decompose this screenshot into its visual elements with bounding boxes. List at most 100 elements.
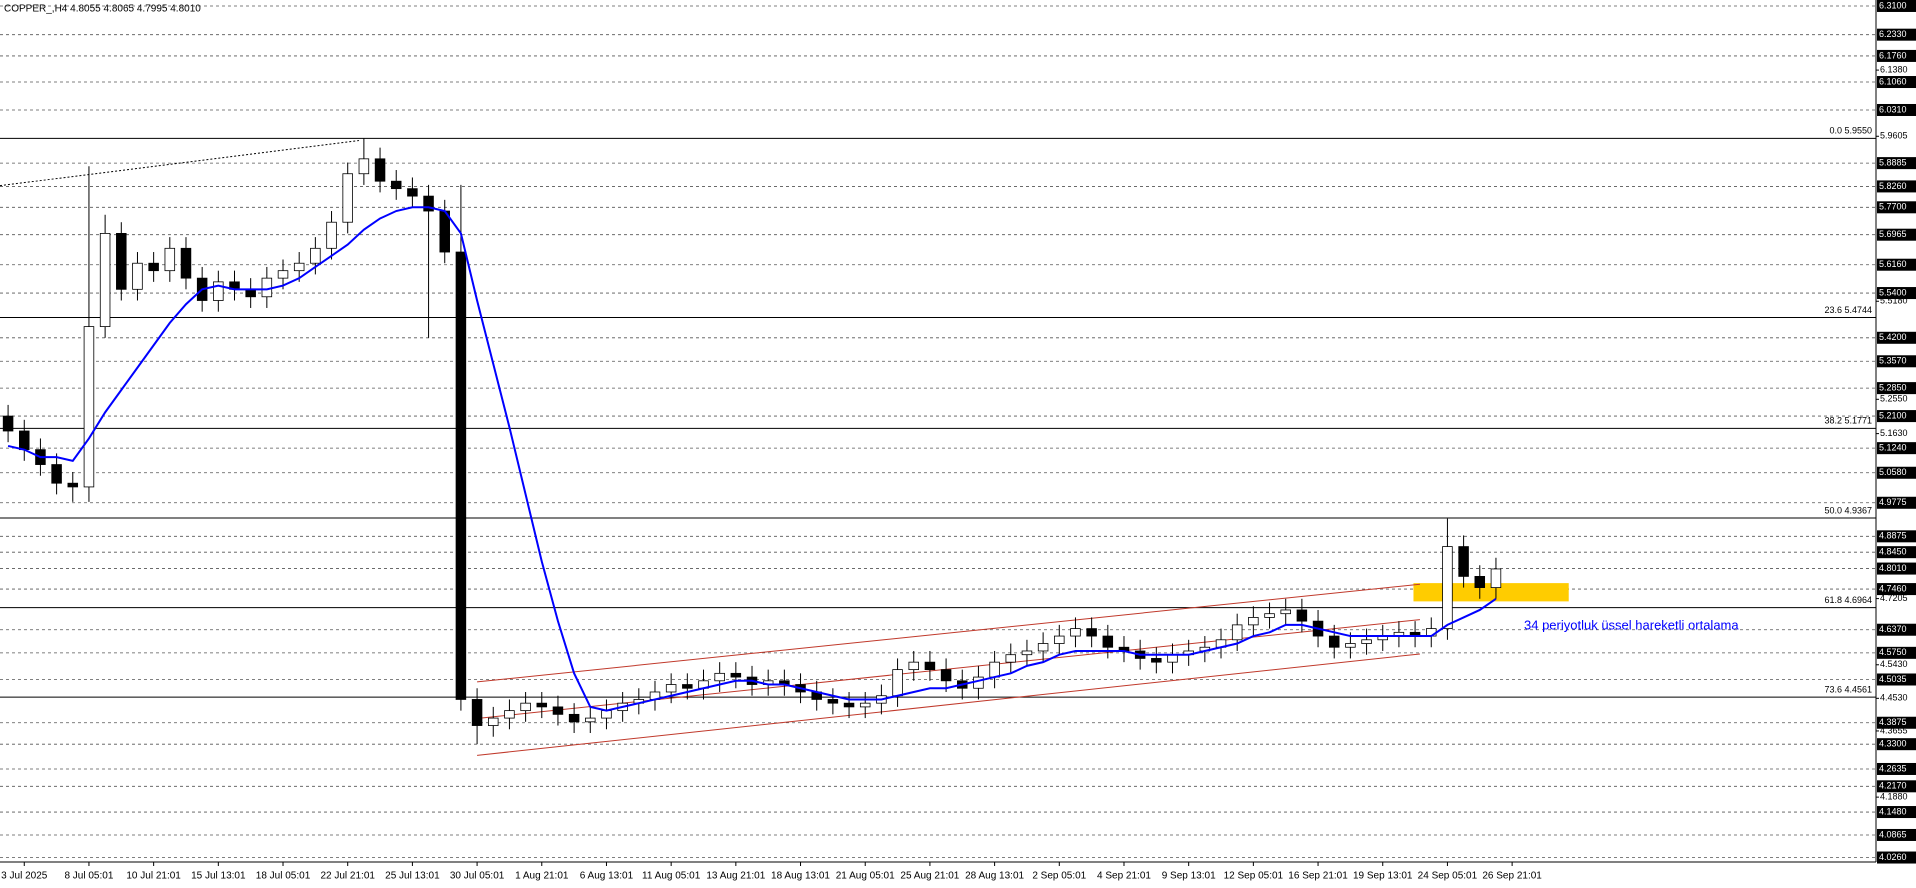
level-label-box (1877, 355, 1916, 368)
level-label: 4.7460 (1879, 583, 1907, 593)
x-tick-label: 8 Jul 05:01 (64, 871, 113, 882)
level-label-box (1877, 530, 1916, 543)
trendline (477, 653, 1420, 756)
level-label-box (1877, 258, 1916, 271)
level-label: 5.1240 (1879, 443, 1907, 453)
x-tick-label: 21 Aug 05:01 (836, 871, 895, 882)
level-label-box (1877, 103, 1916, 116)
candle-body (504, 710, 515, 719)
candle-body (471, 699, 483, 726)
candle-body (1167, 654, 1178, 663)
x-tick-label: 24 Sep 05:01 (1418, 871, 1478, 882)
x-tick-label: 19 Sep 13:01 (1353, 871, 1413, 882)
level-label-box (1877, 331, 1916, 344)
level-label: 4.5035 (1879, 674, 1907, 684)
level-label-box (1877, 228, 1916, 241)
candle-body (164, 247, 176, 272)
candle-body (1005, 654, 1017, 663)
candle-body (1280, 609, 1291, 615)
level-label: 5.6965 (1879, 229, 1907, 239)
level-label-box (1877, 716, 1916, 729)
level-label: 5.3570 (1879, 356, 1907, 366)
x-tick-label: 15 Jul 13:01 (191, 871, 246, 882)
candle-body (1037, 643, 1049, 652)
fib-label: 73.6 4.4561 (1824, 685, 1872, 695)
candle-body (892, 669, 903, 697)
candle-body (116, 232, 127, 290)
level-label-box (1877, 28, 1916, 41)
x-tick-label: 13 Aug 21:01 (706, 871, 765, 882)
level-label: 5.5400 (1879, 287, 1907, 297)
level-label: 6.3100 (1879, 0, 1907, 10)
level-label: 6.1760 (1879, 50, 1907, 60)
x-tick-label: 1 Aug 21:01 (515, 871, 569, 882)
y-tick-label: 4.7205 (1880, 593, 1908, 603)
level-label-box (1877, 762, 1916, 775)
candle-body (132, 262, 143, 290)
fib-label: 50.0 4.9367 (1824, 505, 1872, 515)
x-tick-label: 10 Jul 21:01 (126, 871, 181, 882)
candle-body (585, 717, 596, 723)
level-label-box (1877, 201, 1916, 214)
candle-body (245, 288, 256, 298)
candle-body (293, 262, 305, 272)
y-tick-label: 4.3655 (1880, 725, 1908, 735)
candle-body (730, 672, 742, 678)
level-label-box (1877, 180, 1916, 193)
level-label-box (1877, 623, 1916, 636)
level-label-box (1877, 738, 1916, 751)
x-tick-label: 6 Aug 13:01 (580, 871, 634, 882)
candle-body (520, 702, 531, 712)
x-tick-label: 4 Sep 21:01 (1097, 871, 1151, 882)
candle-body (552, 706, 564, 715)
level-label-box (1877, 806, 1916, 819)
ema-line (7, 206, 1497, 712)
x-tick-label: 28 Aug 13:01 (965, 871, 1024, 882)
candle-body (342, 173, 353, 223)
candle-body (827, 699, 839, 704)
level-label-box (1877, 851, 1916, 864)
level-label-box (1877, 646, 1916, 659)
y-tick-label: 4.4530 (1880, 693, 1908, 703)
candle-body (455, 251, 467, 700)
candle-body (1361, 639, 1372, 644)
candle-body (277, 270, 289, 279)
x-tick-label: 12 Sep 05:01 (1224, 871, 1284, 882)
candle-body (1151, 658, 1162, 663)
candle-body (843, 702, 855, 708)
x-tick-label: 9 Sep 13:01 (1162, 871, 1216, 882)
x-tick-label: 22 Jul 21:01 (320, 871, 375, 882)
level-label: 5.8260 (1879, 181, 1907, 191)
level-label-box (1877, 562, 1916, 575)
candle-body (1474, 576, 1486, 588)
level-label: 4.2635 (1879, 763, 1907, 773)
level-label: 4.9775 (1879, 497, 1907, 507)
chart-title: COPPER_,H4 4.8055 4.8065 4.7995 4.8010 (4, 4, 201, 15)
candle-body (1248, 617, 1259, 626)
level-label: 4.8875 (1879, 531, 1907, 541)
candle-body (1231, 624, 1243, 641)
candle-body (180, 247, 192, 279)
level-label: 5.8885 (1879, 157, 1907, 167)
candle-body (940, 669, 952, 682)
candle-body (51, 464, 62, 484)
candle-body (1086, 628, 1097, 637)
level-label-box (1877, 673, 1916, 686)
y-tick-label: 4.5430 (1880, 659, 1908, 669)
candle-body (1490, 568, 1502, 588)
candle-body (390, 180, 402, 190)
y-tick-label: 6.1380 (1880, 64, 1908, 74)
annotation: 34 periyotluk üssel hareketli ortalama (1524, 617, 1739, 632)
candle-body (536, 702, 548, 708)
level-label: 5.4200 (1879, 332, 1907, 342)
level-label-box (1877, 780, 1916, 793)
level-label-box (1877, 76, 1916, 89)
level-label: 5.2100 (1879, 410, 1907, 420)
level-label-box (1877, 583, 1916, 596)
candle-body (2, 415, 14, 432)
level-label-box (1877, 496, 1916, 509)
level-label: 4.5750 (1879, 647, 1907, 657)
candle-body (973, 676, 984, 689)
x-tick-label: 2 Sep 05:01 (1032, 871, 1086, 882)
